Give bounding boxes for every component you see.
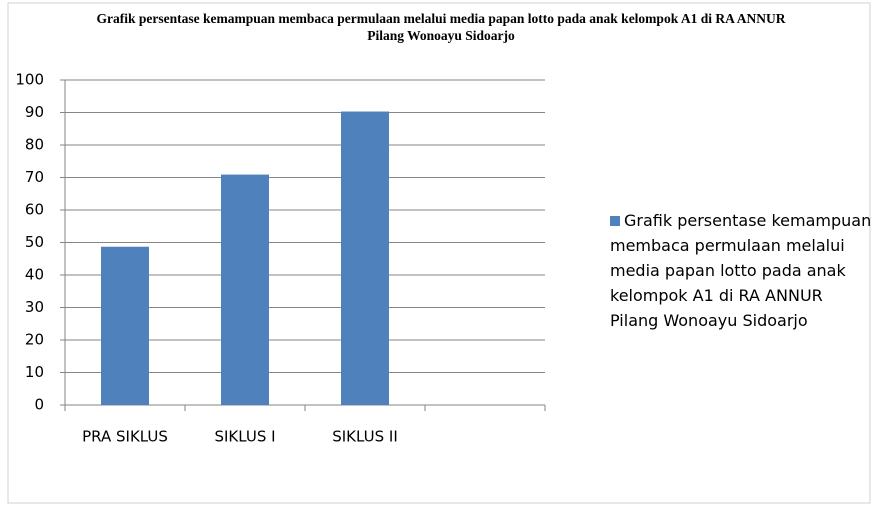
bar bbox=[221, 174, 269, 405]
y-tick-label: 30 bbox=[25, 298, 44, 316]
y-tick-label: 50 bbox=[25, 233, 44, 251]
y-tick-label: 10 bbox=[25, 363, 44, 381]
x-tick-label: SIKLUS I bbox=[214, 428, 275, 446]
x-tick-label: PRA SIKLUS bbox=[82, 428, 168, 446]
legend: Grafik persentase kemampuan membaca perm… bbox=[610, 208, 872, 333]
bar bbox=[341, 111, 389, 406]
y-tick-label: 80 bbox=[25, 136, 44, 154]
y-tick-label: 20 bbox=[25, 331, 44, 349]
y-tick-label: 40 bbox=[25, 266, 44, 284]
bar bbox=[101, 246, 149, 405]
chart-frame bbox=[7, 2, 871, 504]
y-tick-label: 70 bbox=[25, 168, 44, 186]
y-tick-label: 100 bbox=[15, 71, 44, 89]
y-tick-label: 60 bbox=[25, 201, 44, 219]
x-tick-label: SIKLUS II bbox=[332, 428, 398, 446]
chart-title: Grafik persentase kemampuan membaca perm… bbox=[96, 11, 786, 43]
legend-swatch bbox=[610, 216, 620, 226]
legend-label: Grafik persentase kemampuan membaca perm… bbox=[610, 211, 872, 330]
y-tick-label: 0 bbox=[34, 396, 44, 414]
y-tick-label: 90 bbox=[25, 103, 44, 121]
